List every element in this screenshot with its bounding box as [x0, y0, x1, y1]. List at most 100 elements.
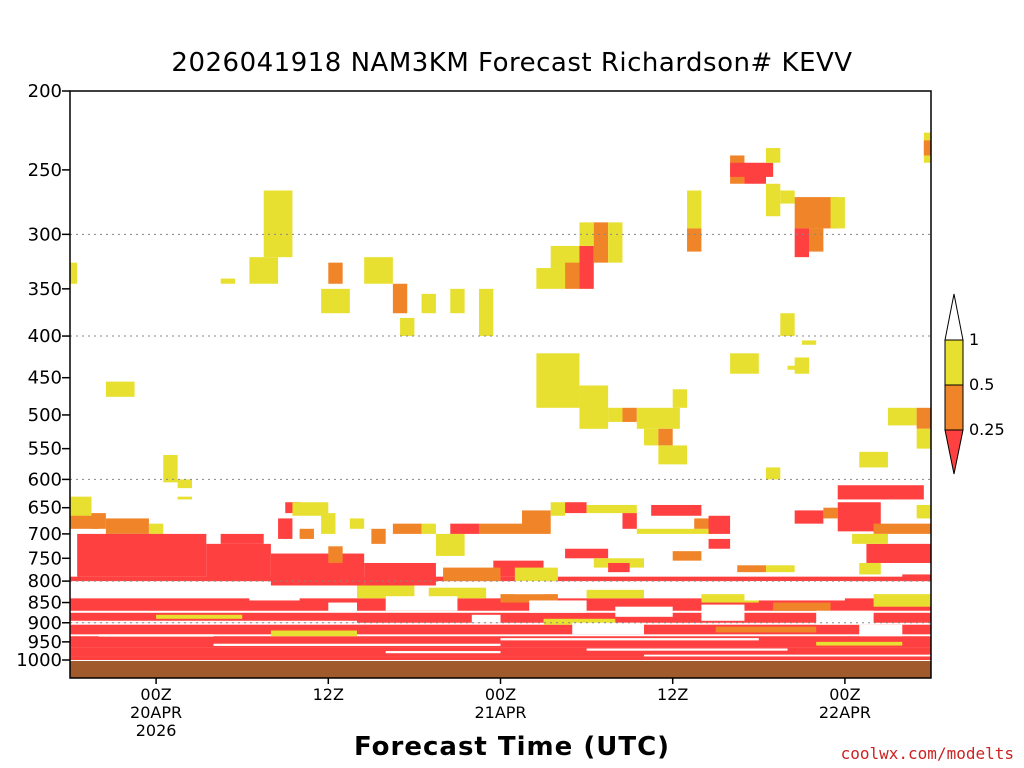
ri-cell-114 [357, 585, 415, 599]
ri-cell-19 [579, 245, 594, 289]
x-tick-label-4-1: 22APR [819, 703, 871, 722]
chart-title: 2026041918 NAM3KM Forecast Richardson# K… [171, 48, 853, 78]
ri-cell-15 [478, 288, 494, 337]
ri-cell-13 [421, 293, 436, 314]
ri-cell-55 [765, 467, 781, 480]
x-tick-label-1-0: 12Z [313, 685, 344, 704]
ri-cell-121 [156, 614, 243, 619]
ri-cell-47 [794, 357, 810, 374]
ri-cell-69 [321, 513, 336, 534]
x-tick-label-4-0: 00Z [829, 685, 860, 704]
x-axis-label: Forecast Time (UTC) [353, 732, 671, 762]
ri-gap-20 [514, 581, 544, 595]
ri-cell-107 [859, 562, 881, 575]
ri-cell-86 [651, 504, 702, 516]
ri-cell-118 [701, 594, 759, 603]
y-tick-label-900: 900 [28, 613, 62, 634]
heatmap-cells [70, 132, 931, 660]
ri-cell-75 [371, 528, 386, 544]
ri-cell-38 [765, 148, 781, 163]
ri-gap-6 [529, 600, 587, 613]
ri-cell-125 [816, 641, 903, 646]
ri-cell-79 [450, 523, 479, 534]
ri-gap-7 [572, 622, 644, 635]
ri-cell-42 [794, 228, 810, 258]
ri-gap-9 [701, 604, 745, 621]
ri-gap-13 [98, 634, 214, 637]
ri-cell-12 [400, 317, 415, 337]
ri-cell-43 [809, 228, 824, 252]
ground-layer [70, 661, 931, 678]
ri-cell-64 [206, 543, 271, 582]
ri-gap-11 [816, 610, 874, 625]
x-tick-label-2-1: 21APR [474, 703, 526, 722]
ri-cell-58 [70, 496, 92, 519]
y-tick-label-300: 300 [28, 224, 62, 245]
ri-cell-4 [177, 496, 192, 500]
x-tick-label-0-1: 20APR [130, 703, 182, 722]
y-tick-label-800: 800 [28, 571, 62, 592]
y-tick-label-850: 850 [28, 593, 62, 614]
ri-cell-6 [249, 257, 279, 284]
ri-cell-89 [708, 515, 731, 534]
ri-cell-48 [787, 365, 802, 370]
legend-swatch-orange [944, 384, 964, 431]
ri-cell-32 [687, 190, 702, 229]
y-tick-label-200: 200 [28, 81, 62, 102]
ri-cell-29 [658, 428, 673, 446]
ri-cell-0 [70, 262, 78, 284]
ri-cell-100 [794, 510, 824, 524]
y-tick-label-600: 600 [28, 469, 62, 490]
ri-cell-76 [392, 523, 422, 534]
ri-cell-120 [873, 594, 931, 607]
ri-cell-25 [608, 407, 623, 422]
ri-cell-122 [270, 630, 357, 637]
ri-gap-12 [859, 624, 903, 637]
ri-cell-93 [514, 567, 558, 582]
ri-cell-78 [435, 533, 465, 556]
x-tick-label-0-0: 00Z [140, 685, 171, 704]
ri-cell-96 [672, 551, 702, 561]
ri-cell-106 [852, 533, 888, 544]
ri-gap-10 [744, 581, 845, 601]
y-tick-label-650: 650 [28, 498, 62, 519]
ri-cell-97 [708, 538, 731, 549]
ri-gap-1 [141, 583, 200, 597]
y-tick-label-250: 250 [28, 160, 62, 181]
ri-cell-87 [636, 528, 716, 534]
ri-cell-5 [220, 278, 236, 284]
y-tick-label-450: 450 [28, 368, 62, 389]
ri-cell-7 [263, 190, 293, 258]
ri-gap-14 [213, 643, 501, 646]
ri-cell-61 [148, 523, 164, 534]
ri-cell-99 [765, 565, 795, 573]
ri-cell-103 [873, 523, 931, 534]
ri-cell-1 [105, 381, 135, 397]
ri-cell-108 [902, 574, 931, 582]
ri-cell-22 [608, 222, 623, 263]
ri-cell-9 [321, 288, 350, 314]
y-tick-label-750: 750 [28, 548, 62, 569]
credit-text: coolwx.com/modelts [840, 744, 1014, 763]
legend-label-0: 1 [969, 330, 979, 349]
ri-cell-63 [77, 533, 207, 577]
ri-cell-68 [292, 502, 329, 516]
y-tick-label-700: 700 [28, 524, 62, 545]
ri-cell-124 [715, 626, 817, 633]
ri-cell-23 [536, 353, 580, 408]
x-tick-label-3-0: 12Z [657, 685, 688, 704]
ri-cell-2 [163, 455, 178, 483]
ri-gap-19 [644, 654, 931, 657]
ri-cell-11 [392, 283, 408, 314]
ri-cell-45 [780, 313, 795, 337]
ri-cell-73 [349, 518, 365, 529]
ri-cell-83 [565, 502, 587, 514]
y-tick-label-1000: 1000 [16, 650, 62, 671]
ri-cell-84 [586, 504, 637, 514]
ri-gap-15 [500, 638, 759, 641]
ri-cell-39 [765, 183, 781, 217]
ri-cell-116 [500, 594, 558, 603]
legend-swatch-yellow [944, 339, 964, 386]
ri-cell-115 [428, 587, 487, 599]
